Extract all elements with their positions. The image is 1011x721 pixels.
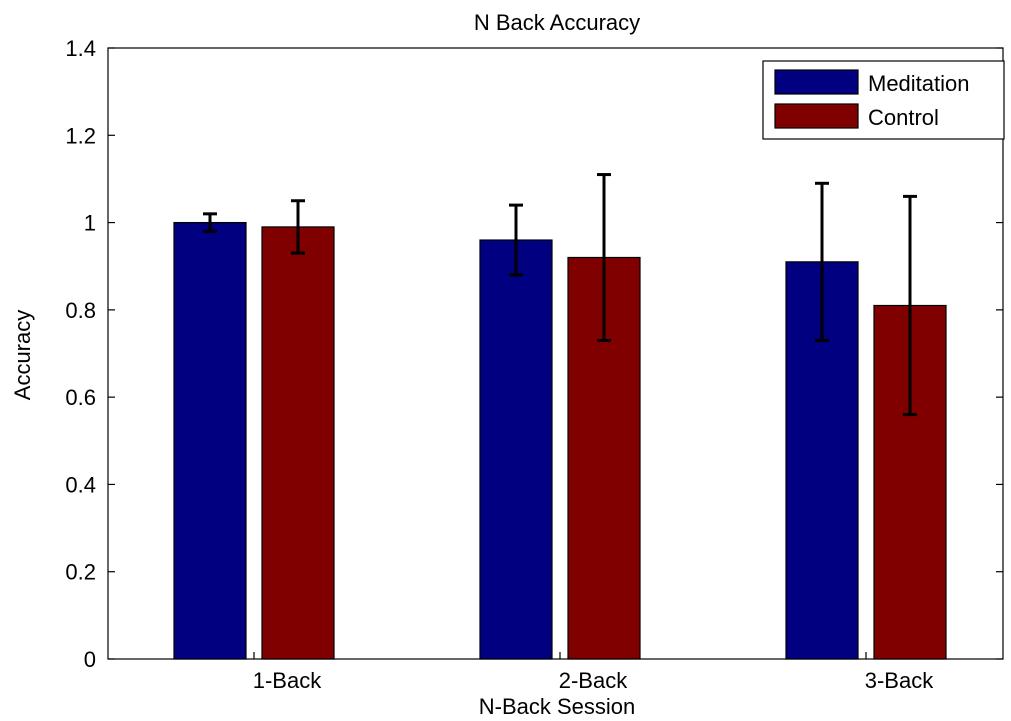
x-tick-label: 3-Back (865, 668, 934, 693)
axes-frame (107, 47, 1004, 660)
y-tick-label: 1.4 (65, 36, 96, 61)
legend-label-control: Control (868, 105, 939, 130)
y-tick-label: 1.2 (65, 123, 96, 148)
y-tick-label: 0.6 (65, 385, 96, 410)
x-tick-label: 1-Back (253, 668, 322, 693)
bar-meditation (173, 221, 247, 660)
legend-label-meditation: Meditation (868, 71, 970, 96)
error-bars (203, 173, 917, 417)
x-axis: 1-Back 2-Back 3-Back (253, 652, 934, 693)
plot-area (107, 47, 1004, 660)
y-axis-label: Accuracy (10, 310, 35, 400)
y-axis: 0 0.2 0.4 0.6 0.8 1 1.2 1.4 (65, 36, 1003, 672)
bar-meditation (479, 239, 553, 660)
x-tick-label: 2-Back (559, 668, 628, 693)
bar-series (173, 221, 947, 660)
legend-swatch-meditation (774, 69, 859, 95)
x-axis-label: N-Back Session (479, 694, 636, 719)
y-tick-label: 1 (84, 211, 96, 236)
y-tick-label: 0.2 (65, 560, 96, 585)
y-tick-label: 0 (84, 647, 96, 672)
chart-title: N Back Accuracy (474, 10, 640, 35)
legend-swatch-control (774, 103, 859, 129)
legend: Meditation Control (762, 60, 1005, 140)
y-tick-label: 0.8 (65, 298, 96, 323)
bar-control (261, 226, 335, 660)
y-tick-label: 0.4 (65, 472, 96, 497)
